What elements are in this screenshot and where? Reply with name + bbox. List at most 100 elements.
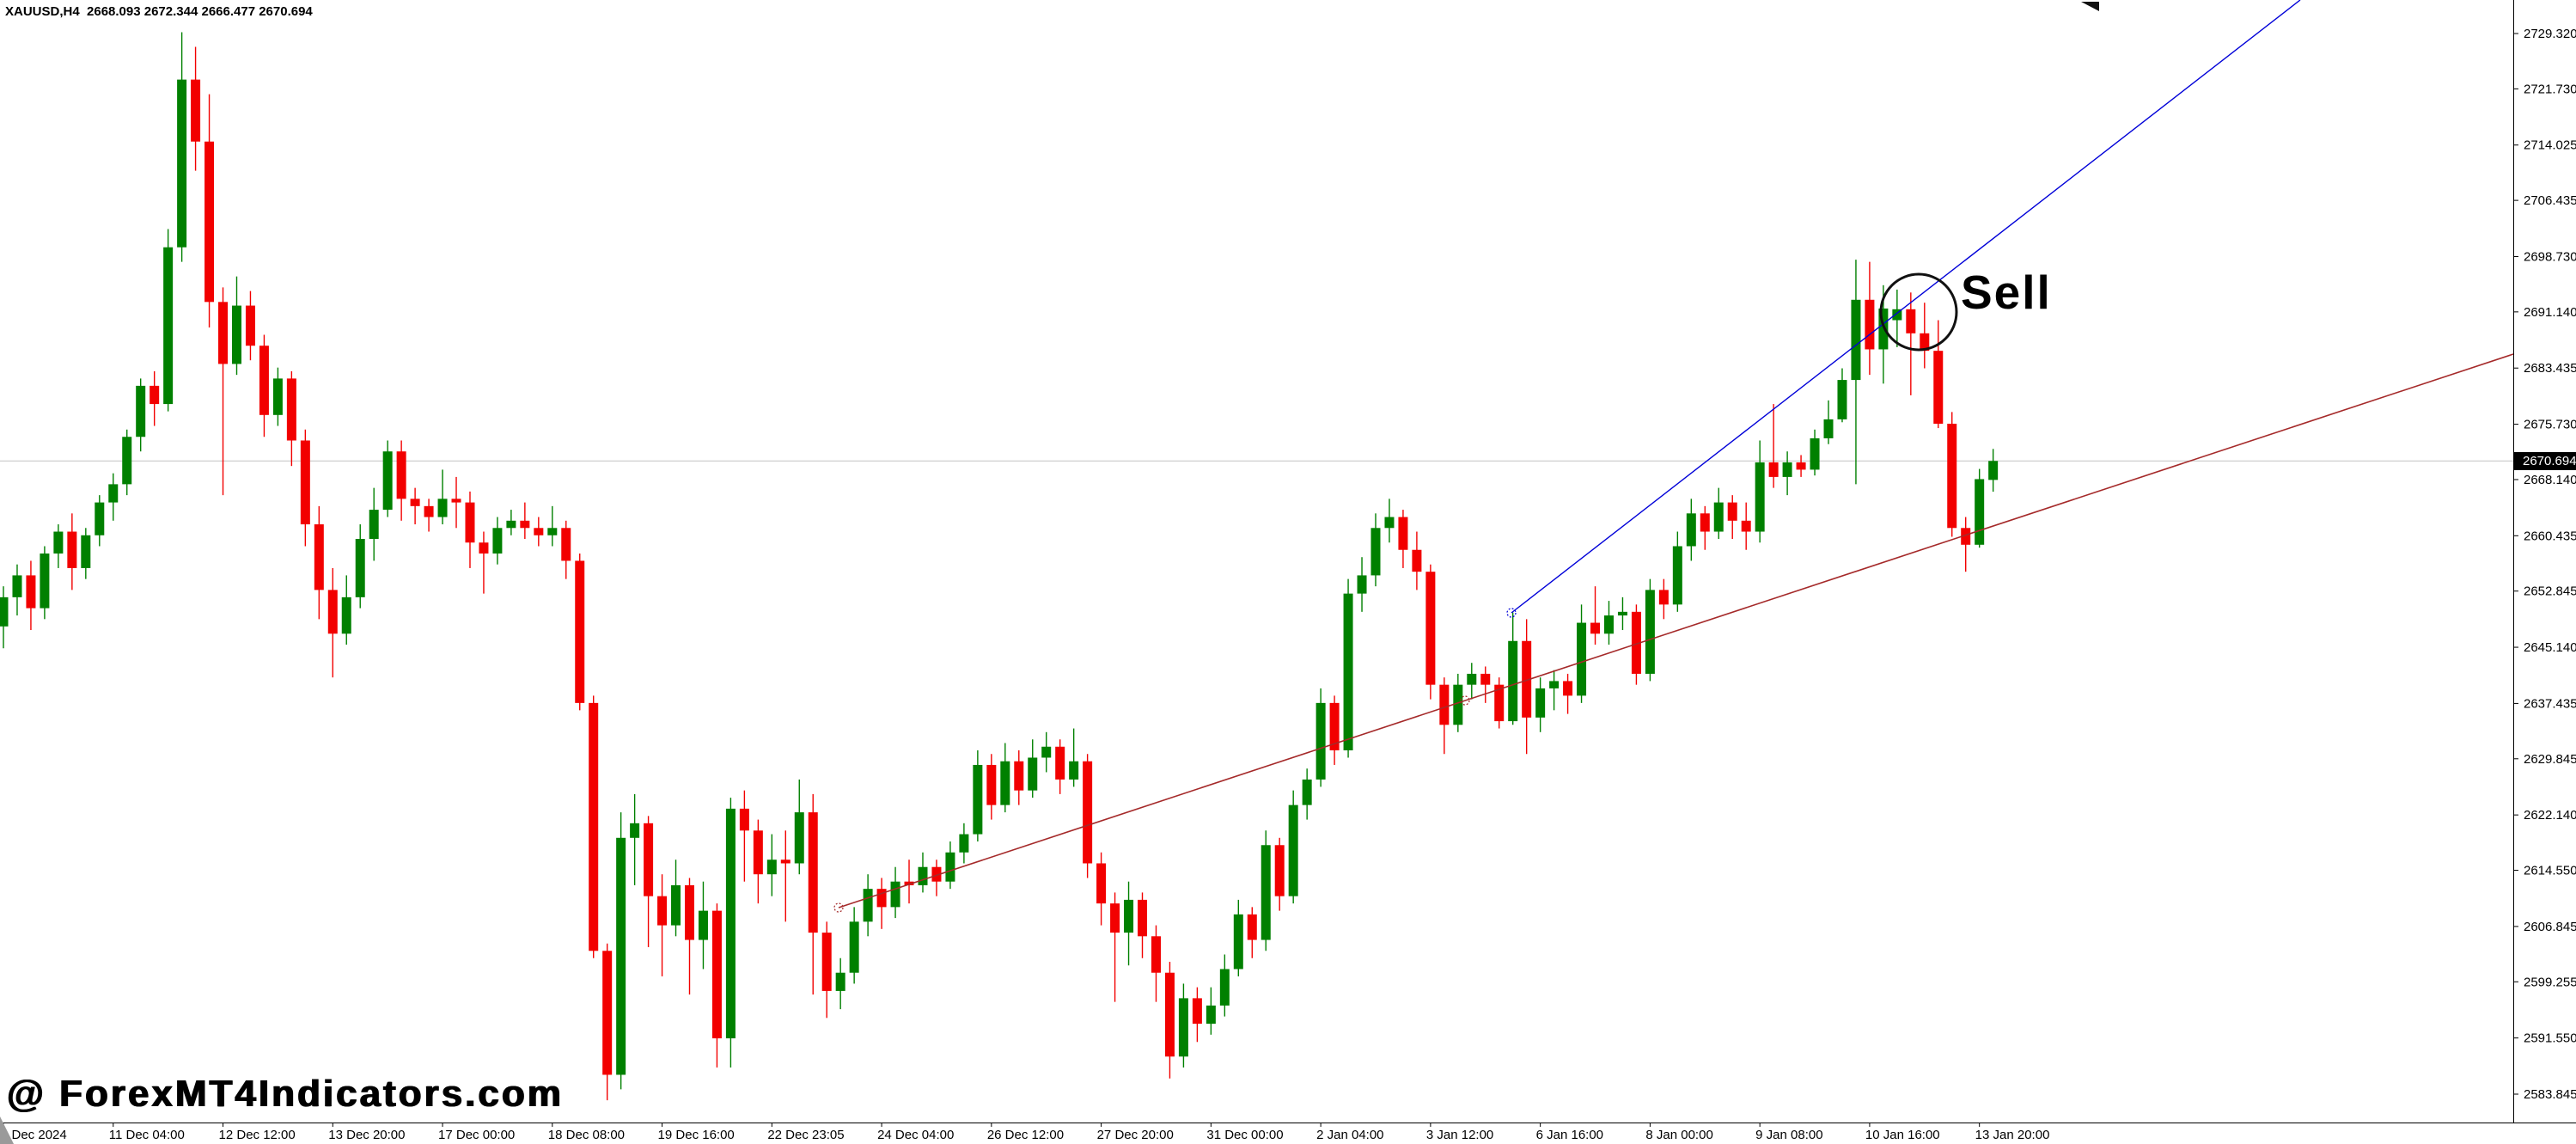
- chart-shift-marker-icon: [2081, 2, 2099, 11]
- bear-candle-body: [410, 499, 420, 506]
- time-axis-label: 13 Jan 20:00: [1975, 1128, 2050, 1142]
- bull-candle-body: [630, 823, 640, 838]
- bear-candle-body: [1274, 845, 1285, 896]
- bull-candle-body: [1315, 702, 1326, 780]
- bull-candle-body: [437, 499, 448, 517]
- bull-candle-body: [1975, 479, 1985, 545]
- bear-candle-body: [1425, 572, 1436, 685]
- bull-candle-body: [341, 596, 351, 634]
- bear-candle-body: [1480, 673, 1491, 685]
- bull-candle-body: [1178, 998, 1188, 1057]
- bull-candle-body: [1892, 309, 1902, 321]
- bull-candle-body: [272, 378, 283, 415]
- bear-candle-body: [986, 764, 997, 805]
- bull-candle-body: [1508, 640, 1518, 722]
- bear-candle-body: [465, 502, 475, 543]
- bear-candle-body: [1865, 299, 1875, 350]
- bear-candle-body: [259, 346, 269, 415]
- bull-candle-body: [53, 531, 64, 554]
- support-trendline-anchor-handle[interactable]: [833, 902, 844, 913]
- bear-candle-body: [1014, 761, 1024, 791]
- bull-candle-body: [945, 852, 955, 882]
- bear-candle-body: [218, 302, 229, 364]
- bull-candle-body: [122, 437, 132, 485]
- bull-candle-body: [1878, 308, 1889, 350]
- bear-candle-body: [1247, 914, 1257, 940]
- time-axis-label: 13 Dec 20:00: [328, 1128, 405, 1142]
- bull-candle-body: [1535, 688, 1546, 718]
- bear-candle-body: [479, 542, 489, 554]
- bear-candle-body: [1151, 936, 1161, 973]
- bull-candle-body: [794, 812, 804, 864]
- time-axis-label: 6 Jan 16:00: [1536, 1128, 1603, 1142]
- bear-candle-body: [575, 560, 585, 703]
- bull-candle-body: [1370, 528, 1381, 576]
- bear-candle-body: [1329, 702, 1340, 750]
- bear-candle-body: [644, 823, 654, 896]
- price-axis-label: 2591.550: [2524, 1031, 2576, 1046]
- bull-candle-body: [1302, 779, 1312, 805]
- bear-candle-body: [685, 884, 694, 940]
- price-axis-label: 2599.255: [2524, 975, 2576, 989]
- bull-candle-body: [1755, 462, 1765, 532]
- sell-circle-annotation[interactable]: [1879, 272, 1958, 352]
- bear-candle-body: [1192, 998, 1202, 1025]
- time-axis-label: 22 Dec 23:05: [767, 1128, 844, 1142]
- price-axis-label: 2622.140: [2524, 808, 2576, 823]
- time-axis-label: 8 Jan 00:00: [1645, 1128, 1712, 1142]
- bull-candle-body: [959, 834, 969, 853]
- breakout-trendline[interactable]: [1511, 0, 2301, 614]
- bear-candle-body: [1947, 423, 1957, 529]
- breakout-trendline-anchor-handle[interactable]: [1506, 608, 1517, 618]
- bear-candle-body: [1412, 549, 1422, 572]
- bull-candle-body: [863, 889, 873, 922]
- bull-candle-body: [355, 539, 365, 597]
- price-axis-label: 2652.845: [2524, 584, 2576, 599]
- bear-candle-body: [780, 860, 791, 864]
- bear-candle-body: [1727, 502, 1737, 521]
- price-axis-label: 2691.140: [2524, 305, 2576, 320]
- support-trendline-anchor-handle[interactable]: [1460, 695, 1470, 706]
- bear-candle-body: [204, 141, 215, 303]
- bear-candle-body: [821, 933, 832, 991]
- bull-candle-body: [1028, 757, 1038, 791]
- bull-candle-body: [671, 884, 681, 926]
- bull-candle-body: [1233, 914, 1243, 970]
- bear-candle-body: [520, 520, 530, 529]
- bull-candle-body: [1453, 684, 1463, 725]
- bull-candle-body: [136, 385, 146, 437]
- bull-candle-body: [1357, 575, 1367, 594]
- price-axis-label: 2721.730: [2524, 82, 2576, 96]
- bull-candle-body: [40, 553, 50, 609]
- bear-candle-body: [191, 79, 201, 142]
- bull-candle-body: [1041, 746, 1052, 758]
- bear-candle-body: [1110, 903, 1120, 933]
- price-axis-label: 2698.730: [2524, 249, 2576, 264]
- time-axis-label: 12 Dec 12:00: [219, 1128, 296, 1142]
- bull-candle-body: [1672, 546, 1682, 605]
- bear-candle-body: [1700, 513, 1710, 532]
- bear-candle-body: [876, 889, 887, 908]
- bear-candle-body: [26, 575, 36, 609]
- bull-candle-body: [492, 528, 503, 554]
- bull-candle-body: [1577, 622, 1587, 696]
- bear-candle-body: [1920, 333, 1930, 352]
- price-axis-label: 2668.140: [2524, 473, 2576, 487]
- bull-candle-body: [1343, 593, 1353, 750]
- bull-candle-body: [1617, 611, 1627, 616]
- bear-candle-body: [1961, 528, 1971, 545]
- bull-candle-body: [95, 502, 105, 535]
- price-axis-label: 2606.845: [2524, 920, 2576, 934]
- price-axis-label: 2660.435: [2524, 529, 2576, 543]
- price-axis-label: 2706.435: [2524, 193, 2576, 208]
- bull-candle-body: [1549, 681, 1560, 688]
- price-axis-label: 2645.140: [2524, 640, 2576, 655]
- bull-candle-body: [506, 520, 516, 529]
- bull-candle-body: [698, 910, 708, 940]
- support-trendline[interactable]: [838, 353, 2514, 908]
- sell-annotation-label[interactable]: Sell: [1961, 266, 2052, 319]
- bear-candle-body: [1494, 684, 1505, 722]
- bear-candle-body: [150, 385, 160, 405]
